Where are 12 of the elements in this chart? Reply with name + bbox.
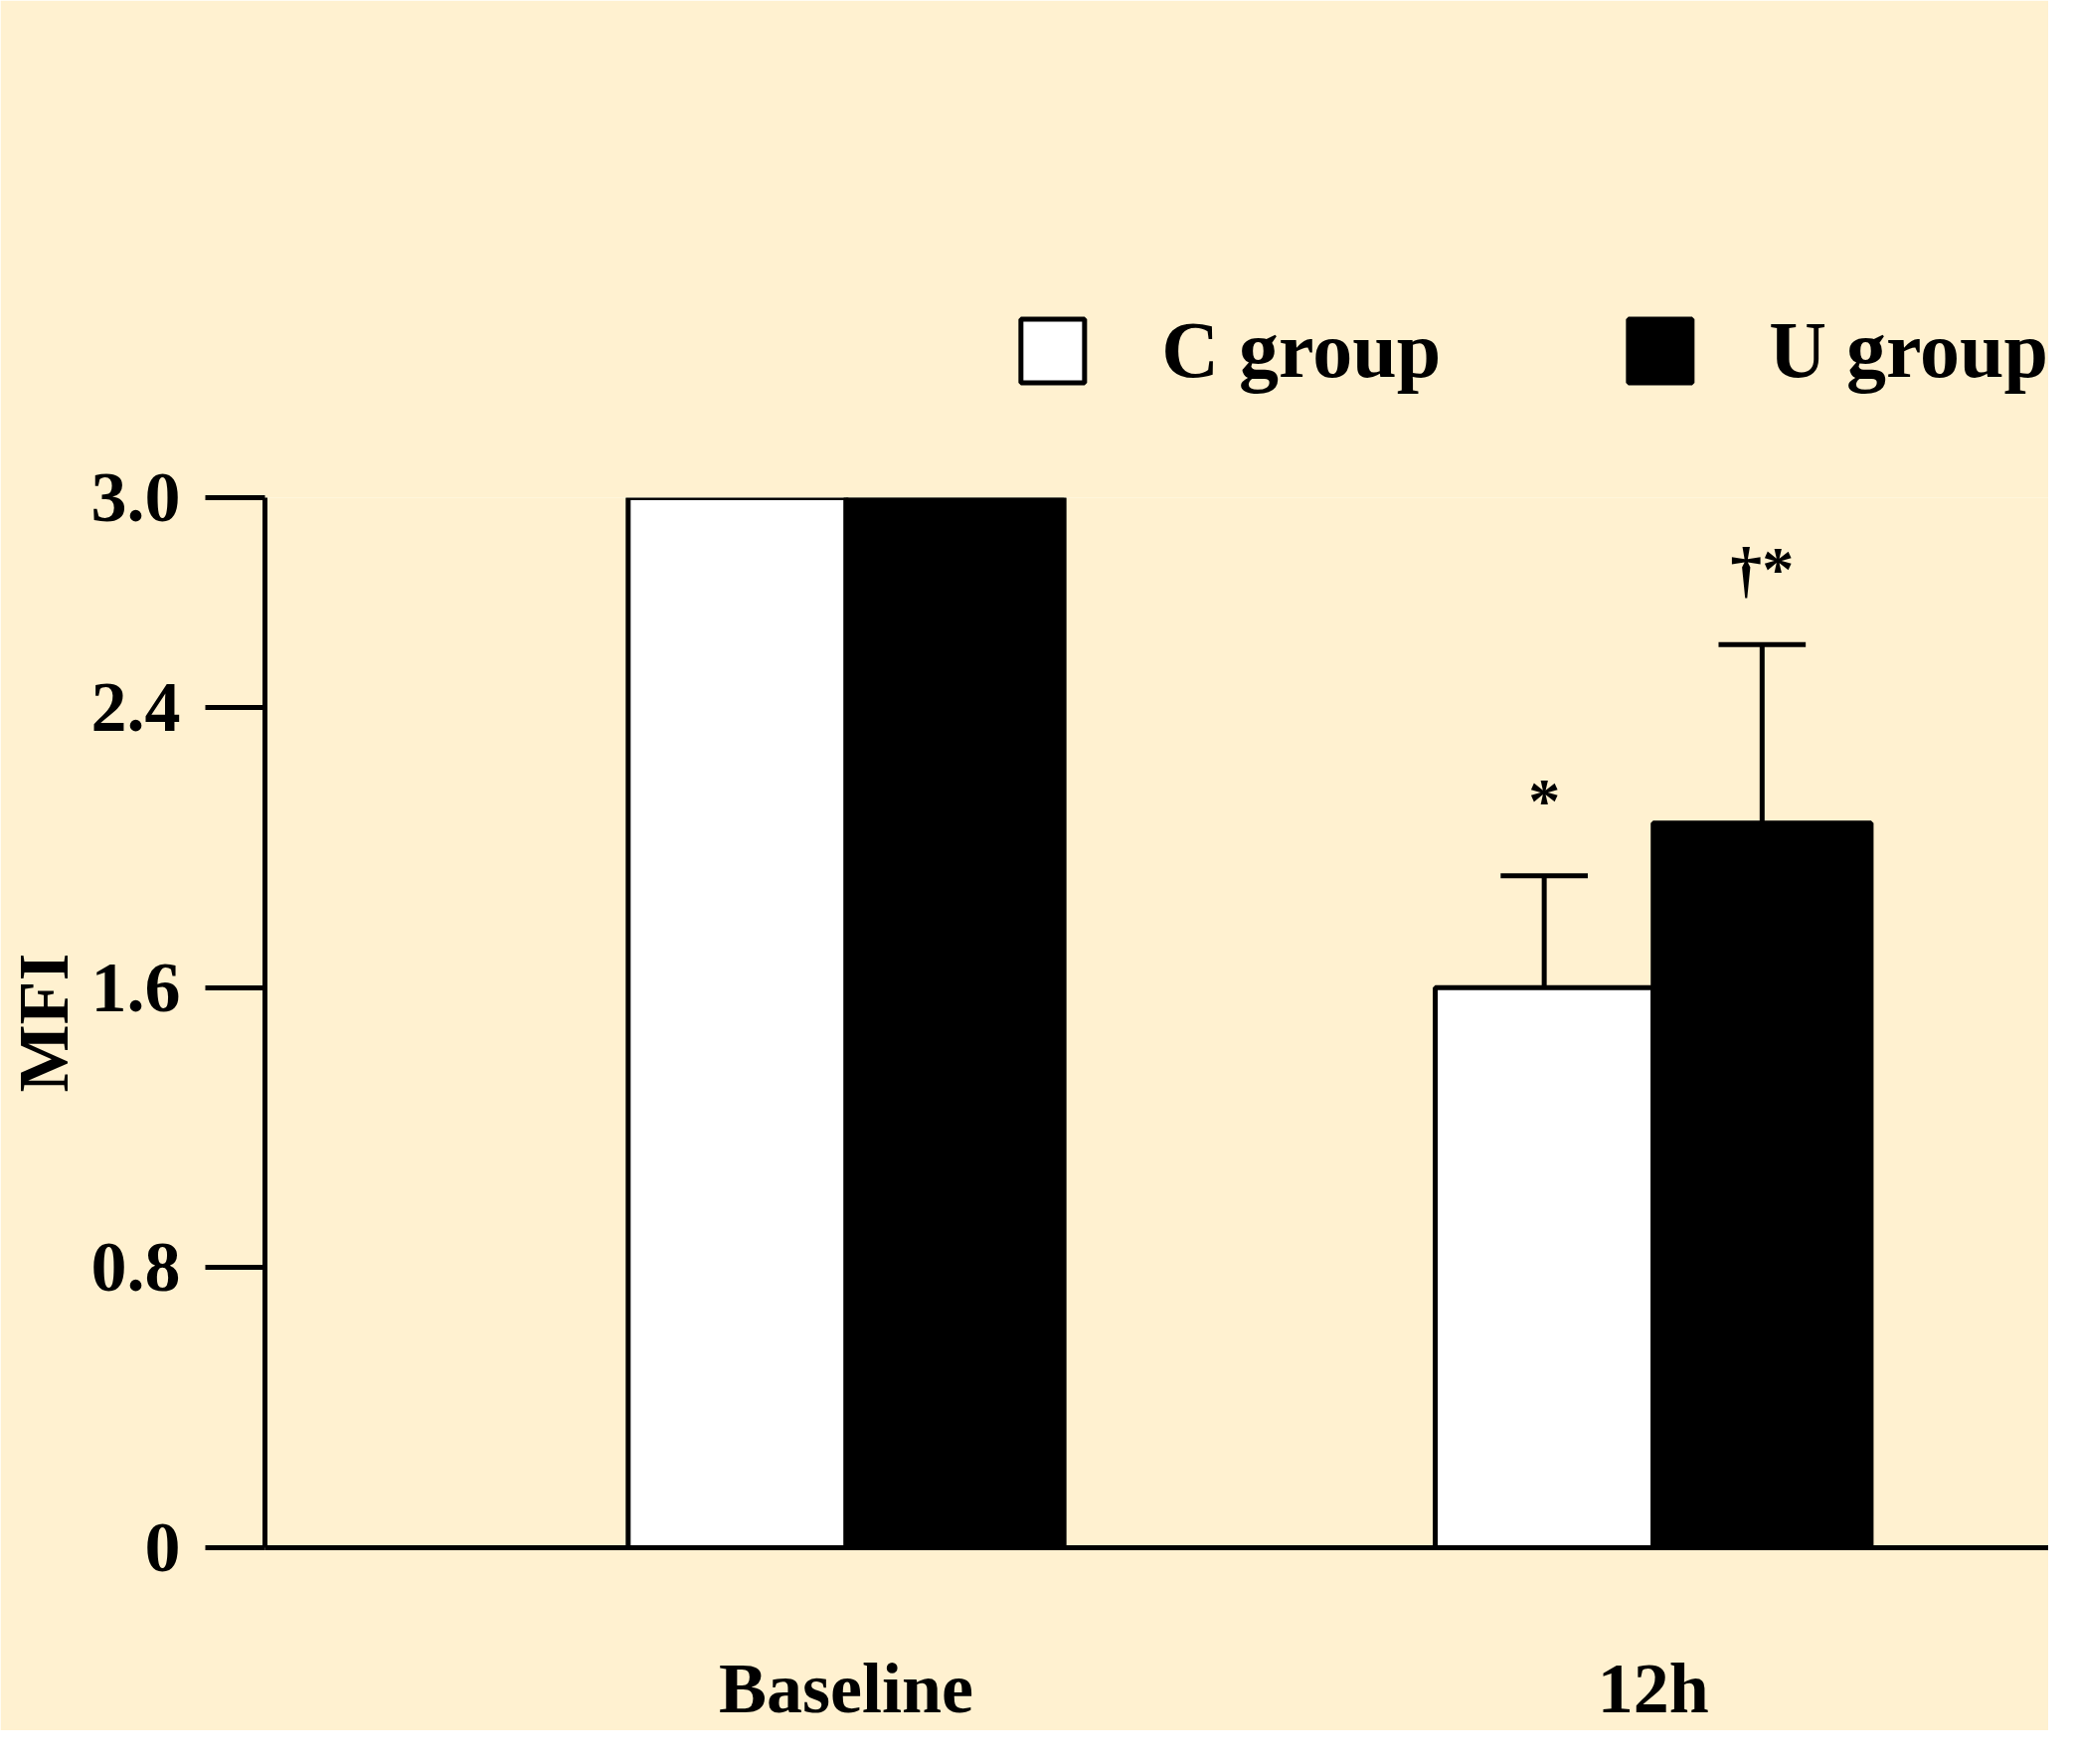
y-tick-label: 0: [144, 1507, 181, 1587]
y-tick-label: 0.8: [90, 1227, 181, 1308]
annotation: †*: [1730, 534, 1795, 606]
x-tick-label: 12h: [1597, 1648, 1709, 1728]
y-tick-label: 2.4: [90, 667, 181, 748]
legend-label: U group: [1769, 304, 2048, 396]
x-tick-label: Baseline: [718, 1648, 973, 1728]
legend-label: C group: [1161, 304, 1442, 396]
annotation: *: [1528, 765, 1561, 836]
y-axis-title: MFI: [3, 953, 84, 1093]
y-tick-label: 1.6: [90, 947, 181, 1027]
y-tick-label: 3.0: [90, 457, 181, 537]
